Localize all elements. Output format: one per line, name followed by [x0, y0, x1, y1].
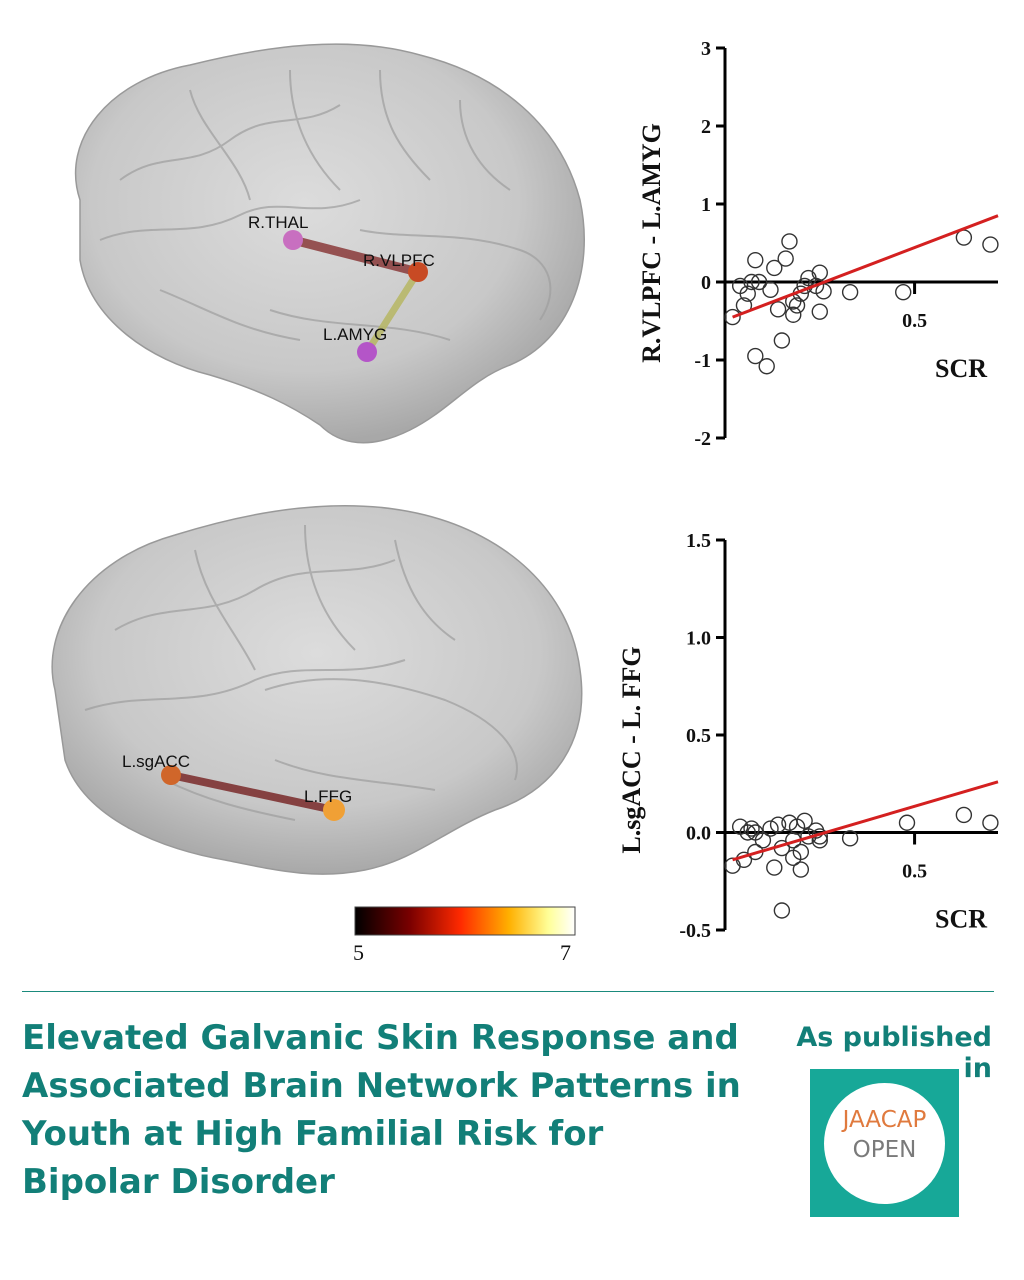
brain-surface	[74, 43, 585, 444]
y-tick-label: 1	[701, 194, 711, 216]
y-tick-label: -2	[694, 428, 711, 450]
colorbar-gradient	[354, 906, 576, 936]
data-point	[777, 250, 794, 267]
label-l-ffg: L.FFG	[304, 787, 352, 806]
y-tick-label: -0.5	[679, 920, 711, 942]
data-point	[724, 308, 741, 326]
brain-surface	[51, 505, 583, 875]
edge-sgacc-ffg	[167, 771, 338, 814]
data-point	[898, 814, 916, 831]
colorbar: 5 7	[353, 906, 576, 965]
data-point	[785, 306, 802, 323]
logo-line1: JAACAP	[842, 1107, 927, 1133]
data-point	[754, 832, 772, 849]
node-r-thal	[283, 230, 303, 250]
data-point	[739, 285, 756, 302]
data-point	[773, 902, 791, 919]
data-point	[762, 820, 779, 837]
x-tick-label: 0.5	[902, 310, 927, 332]
brain-top: R.THAL R.VLPFC L.AMYG	[74, 43, 585, 444]
colorbar-max: 7	[560, 940, 571, 965]
data-point	[724, 857, 741, 874]
node-l-sgacc	[161, 765, 181, 785]
jaacap-open-logo: JAACAP OPEN	[810, 1069, 959, 1217]
scatter-plot-top: -2 -1 0 1 2 3 0.5 SCR R.VLPFC - L.AMYG	[637, 38, 999, 450]
regression-line	[732, 780, 999, 862]
data-point	[982, 814, 999, 831]
y-axis-label: R.VLPFC - L.AMYG	[637, 123, 666, 363]
data-point	[841, 830, 859, 847]
divider	[22, 991, 994, 992]
y-tick-label: 0.0	[686, 823, 711, 845]
y-tick-label: -1	[694, 350, 711, 372]
data-point	[811, 303, 828, 320]
logo-line2: OPEN	[852, 1137, 917, 1163]
x-axis-label: SCR	[935, 354, 987, 383]
data-point	[955, 806, 973, 824]
data-point	[766, 859, 783, 876]
data-point	[773, 332, 791, 349]
y-tick-label: 1.0	[686, 628, 711, 650]
data-point	[769, 301, 787, 318]
data-point	[758, 358, 775, 375]
y-tick-label: 1.5	[686, 530, 711, 552]
data-point	[739, 824, 756, 841]
y-tick-label: 3	[701, 38, 711, 60]
edge-vlpfc-amyg	[363, 268, 422, 356]
label-l-amyg: L.AMYG	[323, 325, 387, 344]
node-r-vlpfc	[408, 262, 428, 282]
data-point	[766, 259, 783, 277]
data-point	[769, 816, 787, 833]
data-point	[982, 236, 999, 253]
regression-line	[732, 214, 999, 319]
y-axis-label: L.sgACC - L. FFG	[617, 646, 646, 853]
label-r-vlpfc: R.VLPFC	[363, 251, 435, 270]
colorbar-min: 5	[353, 940, 364, 965]
scatter-plot-bottom: -0.5 0.0 0.5 1.0 1.5 0.5 SCR L.sgACC - L. FFG	[617, 530, 999, 942]
data-point	[788, 297, 806, 314]
data-point	[762, 281, 779, 298]
node-l-amyg	[357, 342, 377, 362]
node-l-ffg	[323, 799, 345, 821]
label-l-sgacc: L.sgACC	[122, 752, 190, 771]
data-point	[792, 861, 810, 878]
y-tick-label: 0	[701, 272, 711, 294]
data-point	[747, 347, 764, 365]
data-point	[750, 273, 768, 291]
data-point	[841, 283, 859, 301]
logo-circle	[824, 1083, 945, 1204]
y-tick-label: 0.5	[686, 725, 711, 747]
label-r-thal: R.THAL	[248, 213, 308, 232]
headline: Elevated Galvanic Skin Response and Asso…	[22, 1018, 741, 1202]
x-tick-label: 0.5	[902, 861, 927, 883]
data-point	[747, 251, 764, 269]
data-point	[792, 843, 810, 861]
data-point	[743, 273, 760, 291]
data-point	[895, 283, 912, 301]
data-point	[781, 233, 798, 250]
published-label: As published in	[796, 1022, 992, 1084]
figure-area: R.THAL R.VLPFC L.AMYG L.sgACC L.FFG	[51, 38, 999, 965]
data-point	[811, 264, 828, 281]
y-tick-label: 2	[701, 116, 711, 138]
edge-thal-vlpfc	[288, 235, 423, 277]
data-point	[796, 812, 813, 829]
x-axis-label: SCR	[935, 905, 987, 934]
brain-bottom: L.sgACC L.FFG	[51, 505, 583, 875]
data-point	[743, 820, 760, 837]
